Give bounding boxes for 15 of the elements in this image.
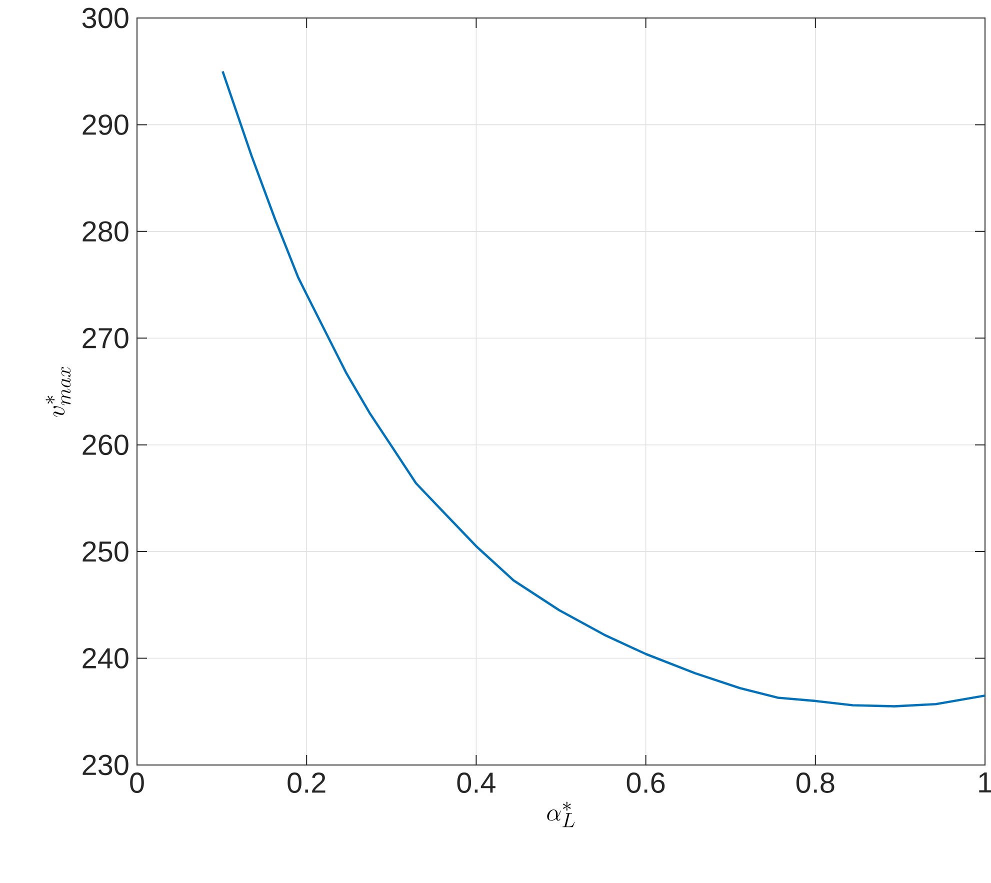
y-tick-label: 240 [82,648,128,668]
y-tick-label: 250 [82,541,128,562]
x-tick-label: 0.4 [457,772,496,793]
x-tick-label: 0.2 [288,772,326,793]
x-tick-label: 0 [130,772,144,793]
y-tick-label: 280 [82,221,128,242]
x-axis-title: $\alpha_L^*$ [547,802,575,828]
y-tick-label: 300 [82,8,128,28]
y-axis-title: $v_{max}^*$ [46,366,71,417]
y-tick-label: 270 [82,328,128,348]
y-tick-label: 290 [82,114,128,135]
x-tick-label: 0.8 [796,772,834,793]
y-tick-label: 230 [82,754,128,776]
x-tick-label: 0.6 [626,772,665,793]
y-tick-label: 260 [82,434,128,456]
